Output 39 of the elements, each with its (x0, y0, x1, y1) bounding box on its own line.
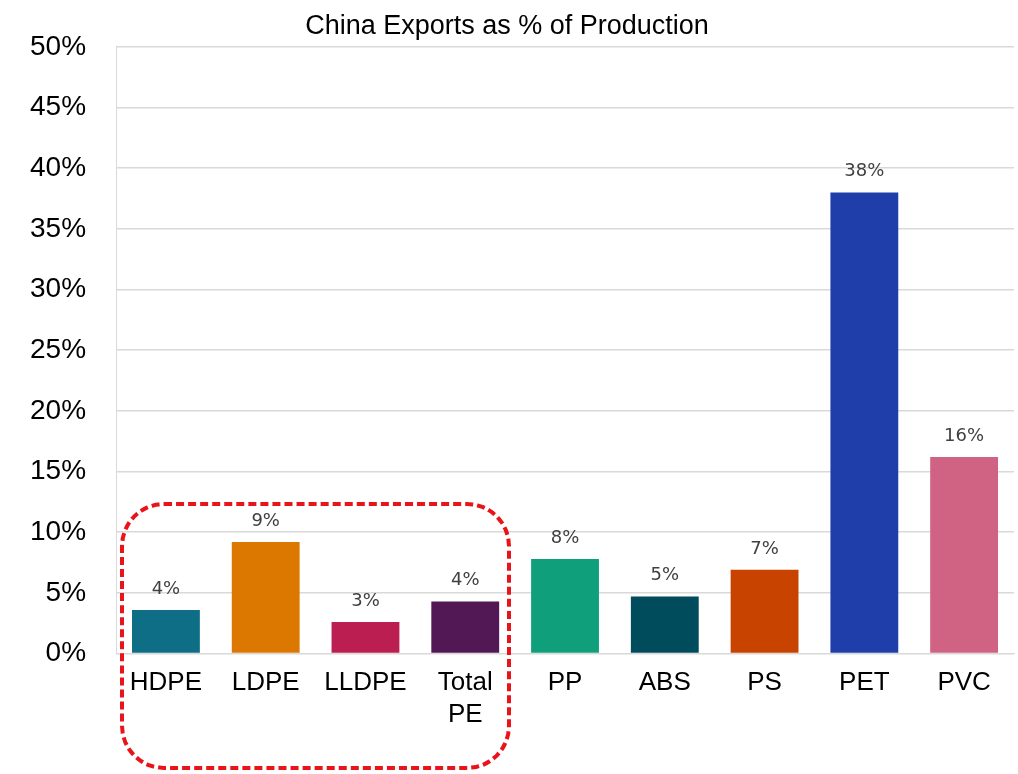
bar (431, 601, 500, 653)
y-tick-label: 30% (29, 272, 87, 304)
y-tick-label: 50% (29, 29, 87, 61)
y-tick-label: 45% (29, 90, 87, 122)
chart-title: China Exports as % of Production (305, 10, 709, 41)
data-label: 4% (450, 568, 480, 590)
y-tick-label: 0% (45, 636, 87, 668)
x-tick-label: PVC (937, 666, 991, 697)
data-label: 8% (550, 525, 580, 547)
bar (531, 558, 599, 653)
x-tick-label: PET (839, 666, 890, 697)
data-label: 7% (750, 536, 779, 558)
bar (730, 569, 799, 653)
y-tick-label: 25% (29, 332, 87, 364)
y-tick-label: 20% (29, 393, 87, 425)
data-label: 16% (944, 423, 985, 445)
x-tick-label: LLDPE (324, 666, 407, 697)
data-label: 4% (151, 576, 181, 598)
y-tick-label: 15% (29, 454, 87, 486)
x-tick-label: HDPE (129, 666, 203, 697)
bar (231, 541, 300, 653)
y-tick-label: 5% (45, 575, 87, 607)
y-tick-label: 35% (29, 211, 87, 243)
x-tick-label: ABS (638, 666, 691, 697)
x-tick-label: PP (547, 666, 583, 697)
data-label: 5% (650, 563, 680, 585)
bar (132, 609, 200, 653)
data-label: 38% (844, 159, 885, 181)
x-tick-label: LDPE (231, 666, 300, 697)
bar (830, 192, 899, 653)
x-tick-label: Total PE (437, 666, 493, 728)
y-tick-label: 10% (29, 514, 87, 546)
bar (630, 596, 699, 653)
data-label: 9% (251, 508, 280, 530)
y-tick-label: 40% (29, 150, 87, 182)
bar (930, 457, 999, 653)
data-label: 3% (351, 588, 380, 610)
x-tick-label: PS (747, 666, 782, 697)
bar (331, 622, 400, 653)
